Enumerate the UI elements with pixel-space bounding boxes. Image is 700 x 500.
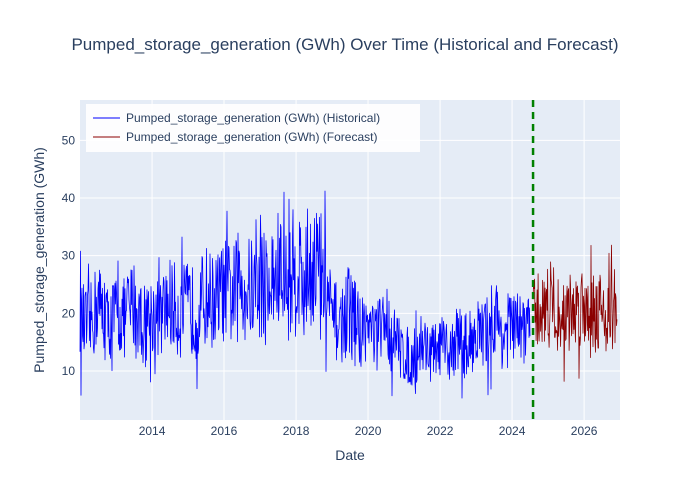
legend-box [86,104,420,152]
y-axis-title: Pumped_storage_generation (GWh) [31,147,47,373]
y-tick-label: 10 [62,364,76,378]
x-axis-title: Date [335,447,365,463]
y-tick-label: 40 [62,191,76,205]
legend-label-forecast[interactable]: Pumped_storage_generation (GWh) (Forecas… [126,130,377,144]
x-tick-label: 2020 [355,424,382,438]
legend[interactable]: Pumped_storage_generation (GWh) (Histori… [86,104,420,152]
y-tick-label: 30 [62,249,76,263]
x-tick-label: 2022 [427,424,454,438]
x-axis-ticks: 2014 2016 2018 2020 2022 2024 2026 [139,424,598,438]
x-tick-label: 2016 [211,424,238,438]
y-tick-label: 20 [62,306,76,320]
legend-label-historical[interactable]: Pumped_storage_generation (GWh) (Histori… [126,111,380,125]
series-layer [79,190,618,399]
historical-series-line [79,190,531,399]
x-tick-label: 2024 [499,424,526,438]
y-tick-label: 50 [62,133,76,147]
chart-title: Pumped_storage_generation (GWh) Over Tim… [71,35,618,54]
forecast-series-line [532,244,618,382]
y-axis-ticks: 10 20 30 40 50 [62,133,76,378]
x-tick-label: 2014 [139,424,166,438]
x-tick-label: 2026 [571,424,598,438]
x-tick-label: 2018 [283,424,310,438]
